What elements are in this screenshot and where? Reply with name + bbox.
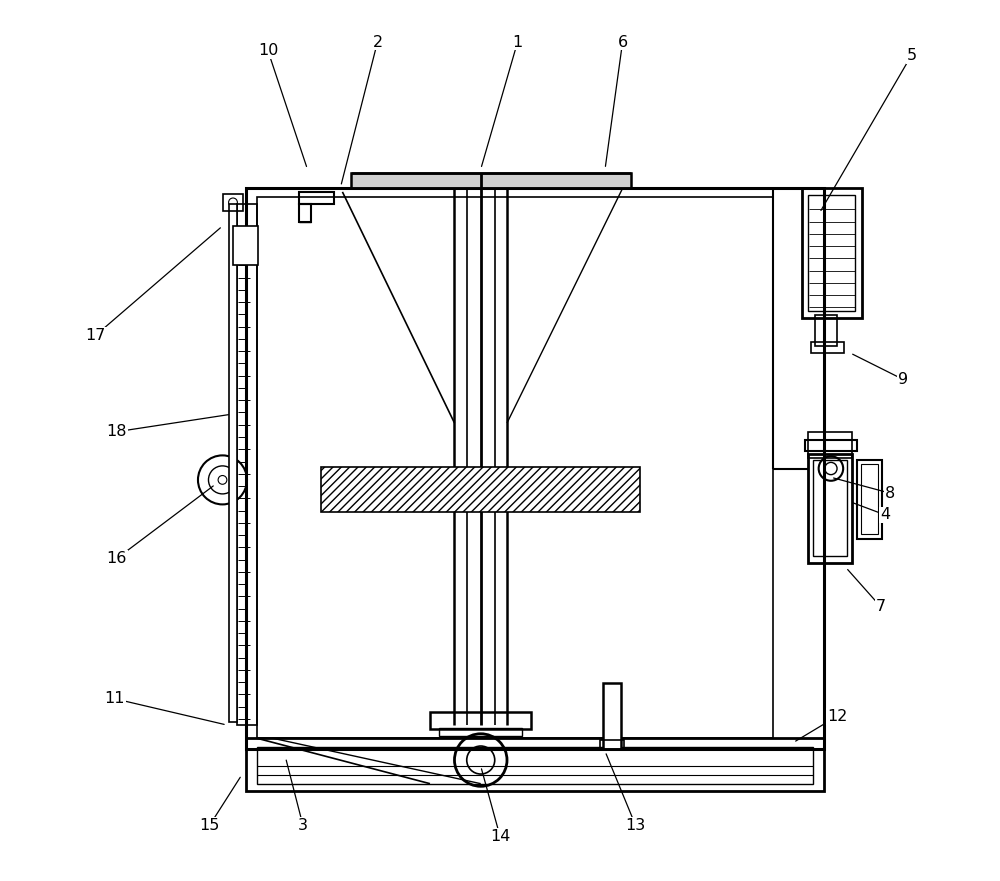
Bar [805,440,857,451]
Circle shape [218,476,227,485]
Bar [808,454,852,563]
Text: 10: 10 [258,43,278,58]
Bar [299,204,311,222]
Bar [439,728,522,737]
Text: 17: 17 [85,328,106,343]
Text: 9: 9 [898,372,908,387]
Bar [600,740,624,749]
Bar [808,432,852,458]
Bar [233,226,258,265]
Bar [430,712,531,729]
Bar [246,189,824,749]
Bar [811,343,844,353]
Bar [246,738,824,790]
Text: 11: 11 [105,692,125,707]
Bar [802,189,862,318]
Text: 4: 4 [880,507,890,522]
Text: 15: 15 [199,818,220,833]
Circle shape [819,456,843,481]
Text: 3: 3 [298,818,308,833]
Text: 2: 2 [372,34,383,49]
Text: 18: 18 [106,425,127,440]
Text: 7: 7 [876,599,886,614]
Bar [351,173,631,189]
Text: 5: 5 [906,48,917,63]
Circle shape [229,198,237,207]
Text: 12: 12 [827,709,847,724]
Bar [257,747,813,784]
Bar [857,460,882,538]
Bar [229,204,237,722]
Bar [223,194,243,211]
Text: 8: 8 [884,485,895,500]
Bar [237,204,257,725]
Text: 16: 16 [106,552,127,566]
Bar [257,197,773,738]
Circle shape [467,746,495,774]
Bar [321,467,640,512]
Circle shape [208,466,236,494]
Bar [603,683,621,749]
Text: 14: 14 [490,829,510,844]
Bar [861,464,878,534]
Circle shape [825,463,837,475]
Bar [813,460,847,556]
Circle shape [198,455,247,505]
Bar [808,196,855,311]
Text: 13: 13 [626,818,646,833]
Bar [299,192,334,204]
Bar [815,315,837,346]
Text: 1: 1 [512,34,523,49]
Text: 6: 6 [617,34,628,49]
Circle shape [454,734,507,787]
